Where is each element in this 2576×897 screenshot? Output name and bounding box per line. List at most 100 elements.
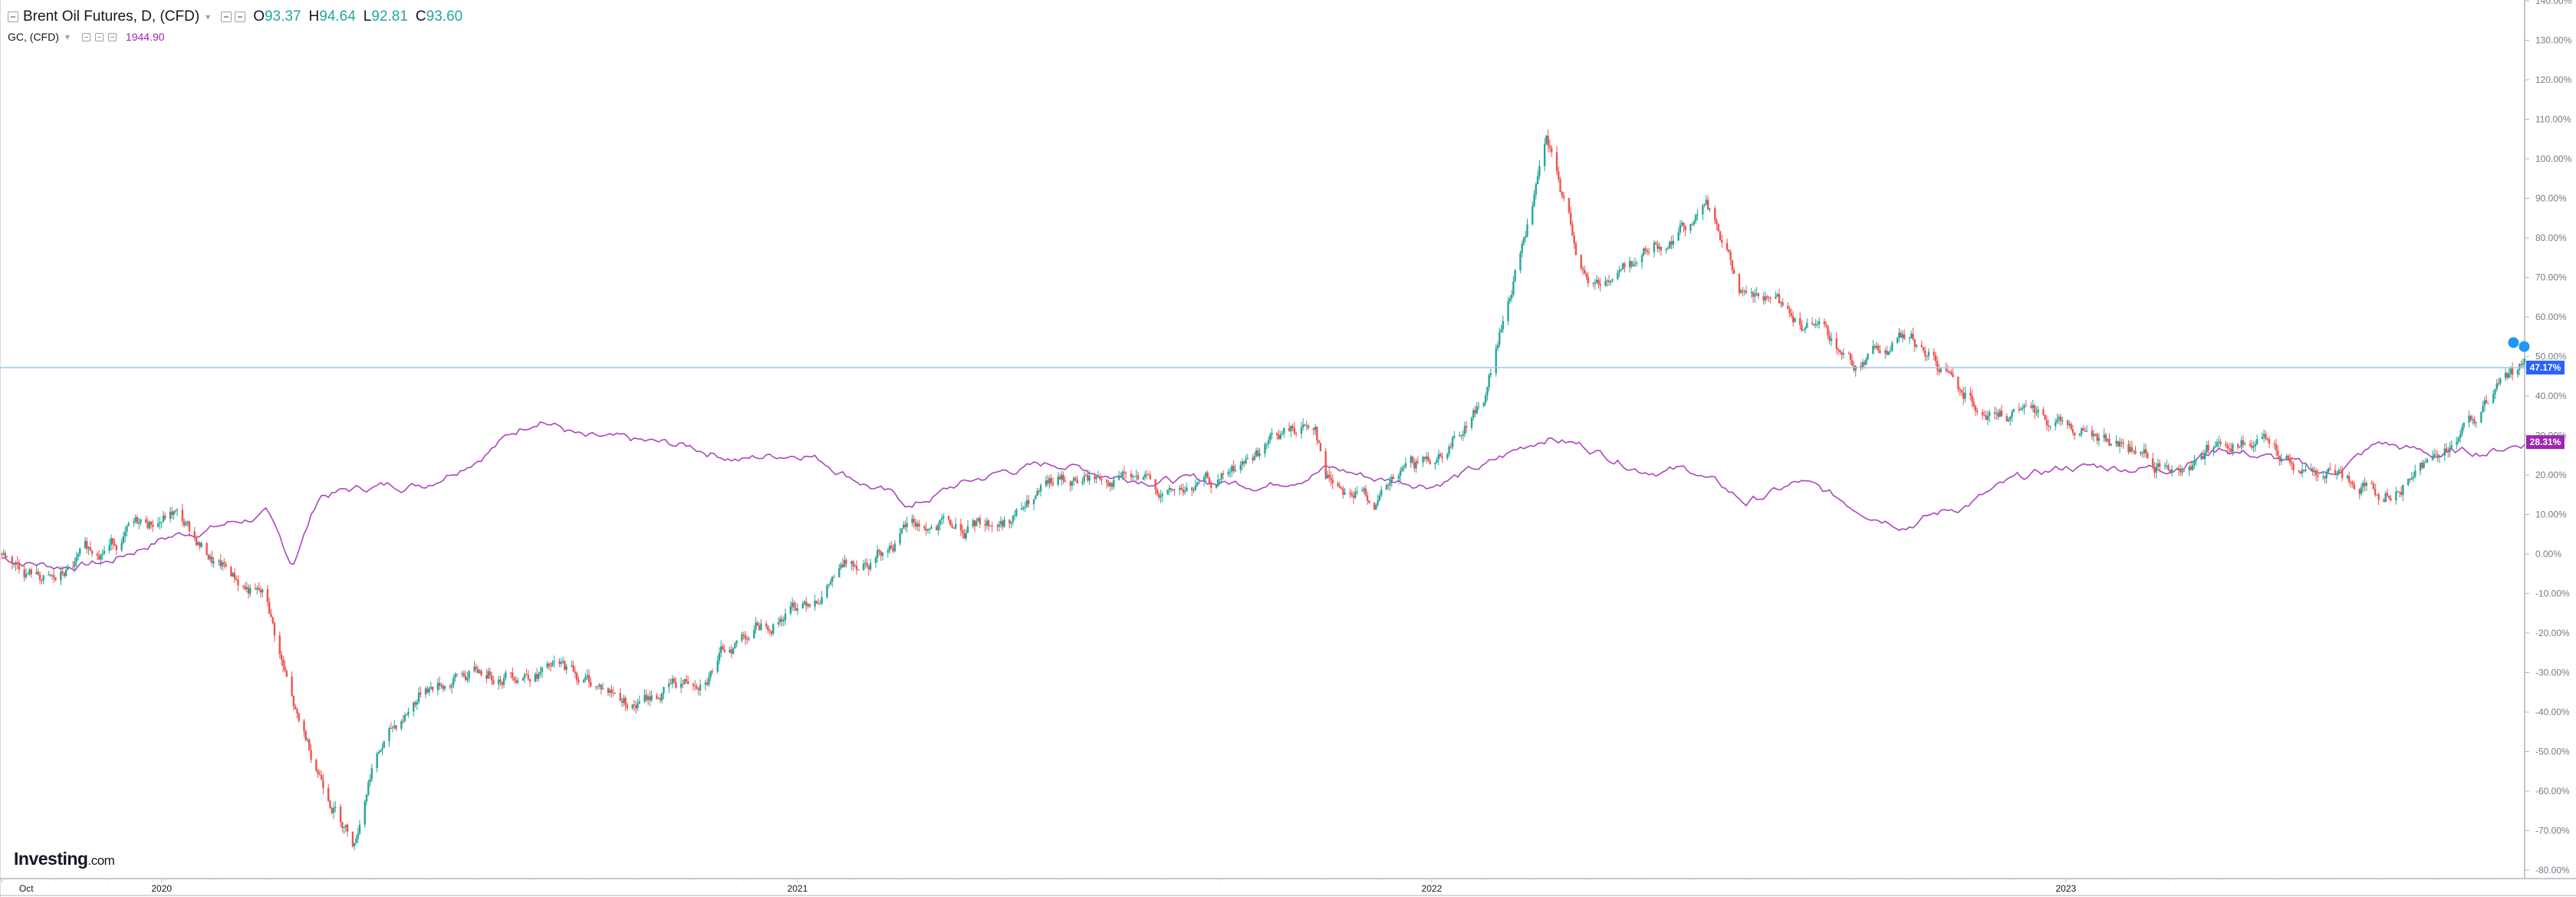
candle-body [75,556,77,562]
candle-body [1084,475,1087,477]
candle-body [984,524,986,526]
candle-body [1422,457,1424,463]
candle-body [303,721,305,732]
candle-body [1340,487,1343,489]
candle-body [649,696,651,701]
candle-body [1999,411,2001,417]
candle-body [367,782,370,795]
candle-body [2410,478,2413,480]
candle-body [1739,290,1742,293]
settings-box-icon[interactable] [221,12,232,22]
candle-body [829,581,832,585]
candle-body [954,523,957,529]
candle-body [1922,347,1925,351]
collapse-icon[interactable] [8,12,18,22]
candle-body [2022,408,2024,410]
candle-body [1061,474,1063,480]
hide-box-icon[interactable] [94,32,104,41]
candle-body [140,519,142,523]
candle-body [1825,324,1828,326]
candle-body [528,678,531,682]
candle-body [2447,451,2449,453]
candle-body [414,702,416,705]
candle-body [1950,371,1953,374]
candle-body [753,629,755,638]
candle-body [245,587,248,589]
candle-body [1399,470,1402,476]
candle-body [126,525,128,532]
brand-name: Investing [14,849,88,869]
hide-box-icon[interactable] [235,12,246,22]
candle-body [1069,482,1071,486]
candle-body [586,674,588,678]
candle-body [2104,434,2107,441]
candle-body [1653,242,1656,252]
candle-body [1232,466,1235,471]
candle-body [1380,490,1383,496]
candle-body [781,618,783,622]
candle-body [1397,475,1400,480]
candle-body [464,676,467,681]
candle-body [821,597,823,604]
chevron-down-icon[interactable]: ▾ [206,12,211,22]
settings-box-icon[interactable] [81,32,90,41]
candle-body [2395,491,2397,501]
legend-main-title: Brent Oil Futures, D, (CFD) [23,8,200,25]
candle-body [346,824,349,832]
candle-body [2055,422,2057,427]
candle-body [2144,449,2147,453]
candle-body [2487,403,2489,404]
candle-body [1835,338,1837,349]
candle-body [1959,388,1961,391]
candle-body [805,602,808,606]
candle-body [1160,496,1162,498]
candle-body [1462,434,1464,436]
candle-body [97,556,100,560]
candle-body [2107,439,2109,441]
candle-body [2030,405,2032,408]
x-tick-label: 2020 [151,883,172,894]
candle-body [1985,415,1987,420]
candle-body [1945,368,1947,371]
candle-body [2166,465,2168,467]
candle-body [219,560,222,567]
candle-body [1962,392,1965,399]
candle-body [1048,478,1051,484]
candle-body [502,678,505,685]
candle-body [1466,426,1468,428]
candle-body [831,576,834,582]
candle-body [2362,483,2364,487]
candle-body [1113,479,1115,487]
candle-body [916,523,919,527]
candle-body [852,561,854,567]
candle-body [1617,272,1619,279]
chevron-down-icon[interactable]: ▾ [64,31,70,42]
candle-body [1472,410,1475,418]
candle-body [512,672,514,678]
remove-box-icon[interactable] [107,32,117,41]
candle-body [134,517,137,522]
candle-body [320,775,323,780]
candle-body [2324,476,2326,479]
candle-body [2032,405,2035,408]
candle-body [650,695,653,701]
candle-body [120,542,123,550]
candle-body [1721,239,1723,243]
candle-body [1154,479,1156,490]
candle-body [833,576,835,578]
candle-body [133,521,135,523]
candle-body [2176,469,2179,470]
candle-body [1861,361,1864,368]
candle-body [1683,223,1685,226]
candle-body [364,801,366,825]
candle-body [2438,455,2441,457]
candle-body [1802,329,1805,331]
candle-body [1434,463,1436,464]
candle-body [2202,455,2205,460]
candle-body [489,671,492,676]
candle-body [2287,456,2290,460]
candle-body [1636,262,1638,264]
candle-body [1531,206,1534,225]
